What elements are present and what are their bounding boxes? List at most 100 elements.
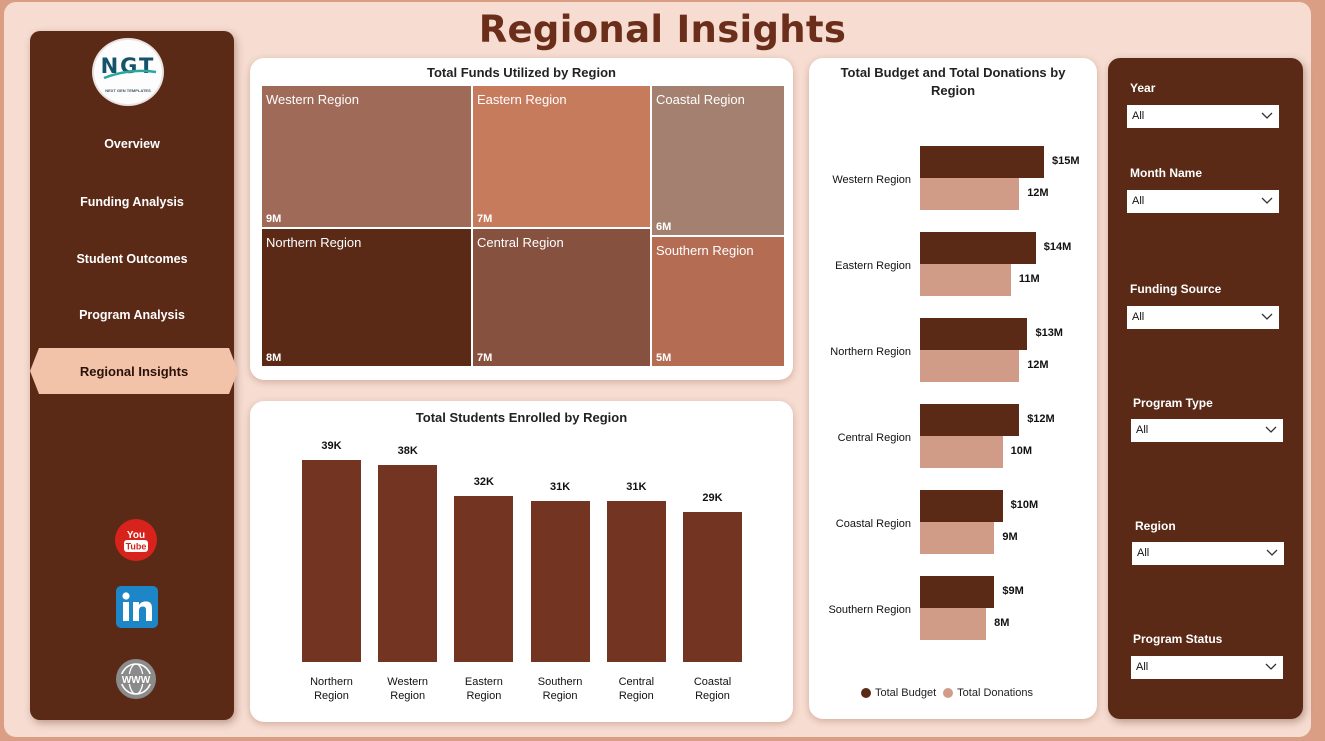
student-bar[interactable] [606, 501, 666, 662]
student-bar-value: 39K [321, 440, 342, 452]
student-bar-category: Western Region [387, 676, 429, 702]
chevron-down-icon [1261, 112, 1273, 119]
budget-category-label: Coastal Region [835, 518, 911, 530]
logo-mark: NGT [100, 54, 156, 78]
chevron-down-icon [1265, 426, 1277, 433]
budget-bar-value: $14M [1043, 241, 1072, 253]
treemap-tile-value: 6M [656, 221, 672, 233]
legend-label-budget: Total Budget [875, 687, 937, 699]
student-bar-value: 29K [702, 491, 723, 504]
student-bar-category: Southern Region [537, 676, 583, 702]
budget-bar-value: $9M [1002, 585, 1024, 597]
nav-item-program-analysis[interactable]: Program Analysis [79, 308, 185, 322]
chevron-down-icon [1265, 663, 1277, 670]
budget-legend: Total Budget Total Donations [861, 687, 1033, 699]
nav-item-label: Regional Insights [79, 364, 189, 379]
donation-bar[interactable] [920, 522, 995, 554]
treemap-tile-label: Northern Region [266, 235, 362, 250]
budget-category-label: Central Region [837, 432, 911, 444]
legend-dot-budget [861, 688, 871, 698]
treemap-tile-value: 7M [477, 213, 493, 225]
treemap-tile-label: Central Region [477, 235, 564, 250]
logo-tagline: NEXT GEN TEMPLATES [105, 88, 151, 93]
student-bar-value: 31K [626, 481, 647, 494]
budget-category-label: Western Region [832, 174, 911, 186]
nav-item-student-outcomes[interactable]: Student Outcomes [76, 252, 188, 266]
student-bar[interactable] [683, 511, 742, 662]
svg-text:WWW: WWW [122, 675, 151, 686]
page-title: Regional Insights [478, 8, 847, 51]
budget-bar[interactable] [920, 490, 1003, 522]
donation-bar[interactable] [920, 608, 987, 640]
filter-dropdown[interactable]: All [1131, 419, 1283, 442]
nav-item-overview[interactable]: Overview [104, 137, 160, 151]
treemap-tile[interactable]: Central Region 7M [472, 228, 651, 367]
filter-label: Region [1135, 519, 1176, 533]
budget-bar-value: $13M [1035, 327, 1063, 339]
filter-label: Program Type [1133, 396, 1213, 410]
donation-bar-value: 8M [994, 617, 1010, 629]
filter-dropdown[interactable]: All [1127, 306, 1279, 329]
ngt-logo: NGT NEXT GEN TEMPLATES [92, 38, 164, 106]
budget-category-label: Southern Region [828, 604, 911, 616]
filter-dropdown[interactable]: All [1131, 656, 1283, 679]
student-bar[interactable] [454, 496, 514, 662]
linkedin-icon[interactable] [116, 586, 158, 628]
filter-label: Year [1130, 81, 1156, 95]
donation-bar-value: 9M [1002, 531, 1018, 543]
nav-item-regional-insights[interactable]: Regional Insights [30, 348, 238, 394]
filter-dropdown[interactable]: All [1132, 542, 1284, 565]
filter-panel [1108, 58, 1303, 719]
filter-dropdown[interactable]: All [1127, 105, 1279, 128]
treemap-tile[interactable]: Southern Region 5M [651, 236, 785, 367]
filter-label: Month Name [1130, 166, 1202, 180]
student-bar[interactable] [530, 501, 590, 662]
globe-icon[interactable]: WWW [114, 658, 158, 700]
donation-bar[interactable] [920, 178, 1020, 210]
budget-bar[interactable] [920, 404, 1020, 436]
budget-bar[interactable] [920, 232, 1036, 264]
donation-bar[interactable] [920, 436, 1003, 468]
donation-bar[interactable] [920, 350, 1020, 382]
treemap-tile[interactable]: Eastern Region 7M [472, 85, 651, 228]
filter-dropdown-value: All [1137, 547, 1150, 559]
legend-label-donations: Total Donations [957, 687, 1033, 699]
student-bar-category: Central Region [618, 676, 655, 702]
student-bar-value: 38K [397, 445, 418, 458]
chevron-down-icon [1261, 197, 1273, 204]
student-bar[interactable] [302, 460, 361, 662]
student-bar-value: 32K [473, 476, 494, 489]
student-bar-category: Eastern Region [464, 676, 503, 702]
student-bar-value: 31K [550, 481, 571, 494]
chevron-down-icon [1266, 549, 1278, 556]
filter-dropdown-value: All [1136, 661, 1149, 673]
funds-chart-title: Total Funds Utilized by Region [427, 65, 616, 80]
budget-bar-value: $12M [1027, 413, 1055, 425]
budget-bar[interactable] [920, 146, 1044, 178]
student-bar[interactable] [378, 465, 438, 662]
treemap-tile-value: 8M [266, 352, 282, 364]
budget-category-label: Eastern Region [835, 260, 911, 272]
budget-bar[interactable] [920, 318, 1028, 350]
donation-bar-value: 12M [1027, 187, 1049, 199]
youtube-icon[interactable]: You Tube [114, 518, 158, 562]
treemap-tile-label: Eastern Region [477, 92, 567, 107]
nav-item-funding-analysis[interactable]: Funding Analysis [80, 195, 184, 209]
treemap-tile-value: 5M [656, 352, 672, 364]
treemap-tile[interactable]: Western Region 9M [261, 85, 472, 228]
donation-bar-value: 12M [1027, 359, 1049, 371]
donation-bar[interactable] [920, 264, 1011, 296]
logo-swoosh-icon [103, 69, 157, 80]
treemap-tile-label: Coastal Region [656, 92, 745, 107]
budget-bar[interactable] [920, 576, 995, 608]
filter-label: Program Status [1133, 632, 1223, 646]
chevron-down-icon [1261, 313, 1273, 320]
student-bar-category: Northern Region [310, 676, 353, 702]
student-bar-category: Coastal Region [693, 676, 732, 702]
treemap-tile[interactable]: Coastal Region 6M [651, 85, 785, 236]
treemap-tile[interactable]: Northern Region 8M [261, 228, 472, 367]
budget-bar-value: $10M [1010, 499, 1039, 511]
budget-category-label: Northern Region [830, 346, 911, 358]
filter-dropdown[interactable]: All [1127, 190, 1279, 213]
filter-dropdown-value: All [1132, 195, 1145, 207]
